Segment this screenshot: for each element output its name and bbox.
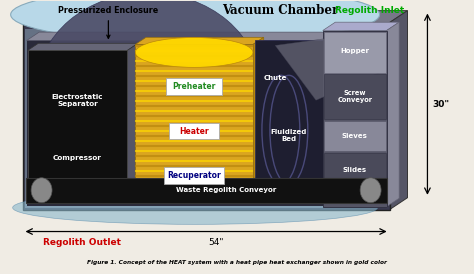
Text: Slides: Slides [343, 167, 367, 173]
Polygon shape [253, 37, 264, 202]
Text: Pressurized Enclosure: Pressurized Enclosure [58, 6, 158, 38]
Polygon shape [135, 37, 264, 44]
Polygon shape [390, 11, 408, 210]
Bar [169, 122, 219, 139]
Text: Heater: Heater [179, 127, 209, 136]
Text: Sieves: Sieves [342, 133, 368, 139]
Bar [25, 28, 388, 208]
Bar [323, 30, 387, 207]
Bar [23, 22, 390, 210]
Polygon shape [23, 11, 408, 22]
Text: Screw
Conveyor: Screw Conveyor [337, 90, 372, 103]
Ellipse shape [36, 0, 260, 182]
Bar [324, 32, 385, 73]
Text: Waste Regolith Conveyor: Waste Regolith Conveyor [176, 187, 276, 193]
Text: 54": 54" [208, 238, 224, 247]
Bar [255, 41, 323, 202]
Bar [324, 121, 385, 151]
Ellipse shape [360, 178, 381, 203]
Bar [27, 50, 128, 190]
Text: Recuperator: Recuperator [167, 171, 221, 180]
Bar [324, 153, 385, 188]
Polygon shape [323, 22, 399, 30]
Text: Regolith Outlet: Regolith Outlet [44, 238, 121, 247]
Text: Figure 1. Concept of the HEAT system with a heat pipe heat exchanger shown in go: Figure 1. Concept of the HEAT system wit… [87, 260, 387, 265]
Polygon shape [27, 43, 138, 50]
Bar [135, 44, 253, 202]
Bar [166, 78, 222, 95]
Text: 30": 30" [432, 100, 449, 109]
Ellipse shape [135, 38, 253, 67]
Bar [324, 74, 385, 119]
Polygon shape [275, 36, 380, 100]
Text: Hopper: Hopper [340, 48, 369, 55]
Polygon shape [27, 32, 398, 41]
Text: Chute: Chute [264, 75, 287, 81]
Bar [27, 41, 385, 206]
Polygon shape [128, 43, 138, 190]
Ellipse shape [31, 178, 52, 203]
Text: Fluidized
Bed: Fluidized Bed [271, 129, 307, 141]
Text: Preheater: Preheater [173, 82, 216, 91]
Polygon shape [387, 22, 399, 207]
Bar [26, 178, 387, 203]
Bar [164, 167, 224, 184]
Text: Vacuum Chamber: Vacuum Chamber [222, 4, 338, 17]
Ellipse shape [11, 0, 380, 42]
Text: Electrostatic
Separator: Electrostatic Separator [52, 94, 103, 107]
Ellipse shape [13, 191, 378, 224]
Text: Compressor: Compressor [53, 155, 102, 161]
Text: Regolith Inlet: Regolith Inlet [335, 6, 404, 15]
